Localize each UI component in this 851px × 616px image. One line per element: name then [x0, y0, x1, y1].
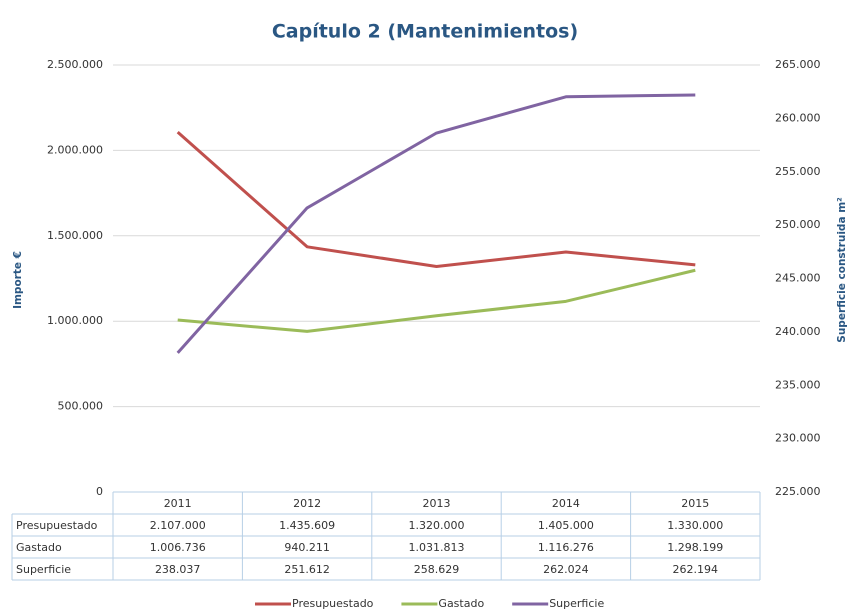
y2-tick-label: 245.000: [775, 272, 821, 285]
table-row-label: Gastado: [16, 541, 62, 554]
table-cell: 1.320.000: [409, 519, 465, 532]
table-cell: 251.612: [284, 563, 330, 576]
y2-tick-label: 235.000: [775, 378, 821, 391]
table-cell: 258.629: [414, 563, 460, 576]
line-series: [176, 131, 696, 269]
x-tick-label: 2014: [552, 497, 580, 510]
y2-axis-title: Superficie construida m²: [836, 197, 848, 343]
y-tick-label: 2.500.000: [47, 58, 103, 71]
y2-tick-label: 260.000: [775, 111, 821, 124]
table-cell: 1.435.609: [279, 519, 335, 532]
y-tick-label: 2.000.000: [47, 143, 103, 156]
y2-tick-label: 230.000: [775, 432, 821, 445]
y2-tick-label: 250.000: [775, 218, 821, 231]
table-cell: 1.330.000: [667, 519, 723, 532]
table-cell: 2.107.000: [150, 519, 206, 532]
y-tick-label: 1.500.000: [47, 229, 103, 242]
legend-label: Gastado: [438, 597, 484, 610]
y-tick-label: 0: [96, 485, 103, 498]
table-cell: 1.405.000: [538, 519, 594, 532]
table-cell: 262.194: [673, 563, 719, 576]
x-tick-label: 2015: [681, 497, 709, 510]
y-tick-label: 500.000: [58, 400, 104, 413]
table-cell: 262.024: [543, 563, 589, 576]
x-tick-label: 2011: [164, 497, 192, 510]
line-series: [177, 268, 696, 333]
y2-tick-label: 255.000: [775, 165, 821, 178]
x-tick-label: 2013: [423, 497, 451, 510]
table-cell: 940.211: [284, 541, 330, 554]
table-row-label: Superficie: [16, 563, 71, 576]
table-cell: 1.006.736: [150, 541, 206, 554]
chart-title: Capítulo 2 (Mantenimientos): [272, 21, 578, 43]
legend-label: Superficie: [549, 597, 604, 610]
y2-tick-label: 265.000: [775, 58, 821, 71]
y-tick-label: 1.000.000: [47, 314, 103, 327]
line-series: [176, 93, 696, 354]
table-cell: 1.298.199: [667, 541, 723, 554]
table-cell: 1.116.276: [538, 541, 594, 554]
legend-label: Presupuestado: [292, 597, 374, 610]
table-cell: 1.031.813: [409, 541, 465, 554]
y-axis-title: Importe €: [12, 251, 24, 309]
y2-tick-label: 225.000: [775, 485, 821, 498]
y2-tick-label: 240.000: [775, 325, 821, 338]
x-tick-label: 2012: [293, 497, 321, 510]
table-cell: 238.037: [155, 563, 201, 576]
table-row-label: Presupuestado: [16, 519, 98, 532]
